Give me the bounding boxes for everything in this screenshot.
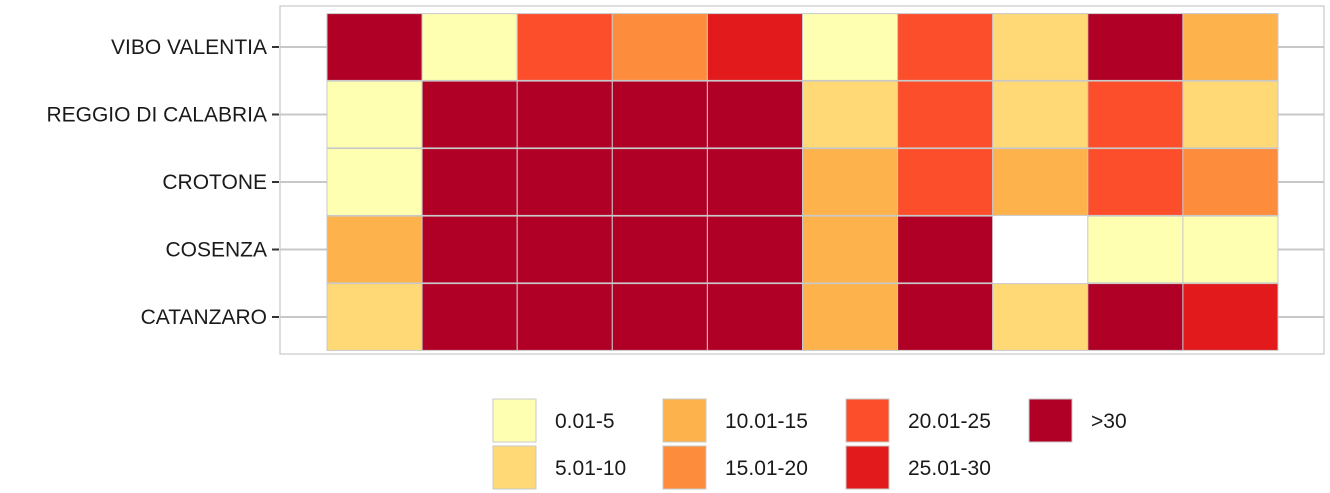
heatmap-cell xyxy=(897,80,994,149)
heatmap-cell xyxy=(897,148,994,216)
heatmap-cell xyxy=(992,13,1089,81)
legend-swatch xyxy=(662,398,707,443)
heatmap-cell xyxy=(611,283,708,351)
heatmap-cell xyxy=(421,80,518,149)
y-tick-label: VIBO VALENTIA xyxy=(111,36,267,59)
heatmap-cell xyxy=(326,80,423,149)
heatmap-cell xyxy=(326,215,423,284)
heatmap-cell xyxy=(897,215,994,284)
heatmap-cell xyxy=(706,148,804,216)
heatmap-cell xyxy=(1087,283,1184,351)
legend-label: 0.01-5 xyxy=(555,410,615,433)
heatmap-cell xyxy=(706,13,804,81)
heatmap-cell xyxy=(802,215,899,284)
heatmap-cell xyxy=(897,13,994,81)
heatmap-cell xyxy=(421,13,518,81)
heatmap-cell xyxy=(706,283,804,351)
heatmap-cell xyxy=(516,283,613,351)
heatmap-cell xyxy=(1182,283,1279,351)
heatmap-cell xyxy=(802,80,899,149)
heatmap-cell xyxy=(1087,148,1184,216)
heatmap-cell xyxy=(326,283,423,351)
heatmap-cell xyxy=(611,215,708,284)
legend-label: >30 xyxy=(1091,410,1127,433)
heatmap-cell xyxy=(992,216,1088,283)
legend-swatch xyxy=(492,445,537,490)
heatmap-cell xyxy=(1182,80,1279,149)
heatmap-cell xyxy=(802,283,899,351)
heatmap-cell xyxy=(516,80,613,149)
heatmap-cell xyxy=(1087,80,1184,149)
heatmap-cell xyxy=(326,148,423,216)
y-tick-label: REGGIO DI CALABRIA xyxy=(46,104,267,127)
legend-swatch xyxy=(845,398,890,443)
heatmap-cell xyxy=(1182,13,1279,81)
heatmap-cell xyxy=(516,13,613,81)
y-tick-label: CATANZARO xyxy=(141,306,267,329)
heatmap-cell xyxy=(611,13,708,81)
y-tick-label: CROTONE xyxy=(162,171,267,194)
heatmap-cell xyxy=(706,215,804,284)
heatmap-cell xyxy=(421,283,518,351)
heatmap-cell xyxy=(611,148,708,216)
y-axis: VIBO VALENTIA REGGIO DI CALABRIA CROTONE CO… xyxy=(46,36,279,329)
legend-swatch xyxy=(662,445,707,490)
y-tick-label: COSENZA xyxy=(165,239,267,262)
heatmap-cell xyxy=(421,148,518,216)
legend-label: 5.01-10 xyxy=(555,457,626,480)
heatmap-cell xyxy=(802,148,899,216)
heatmap-cell xyxy=(706,80,804,149)
heatmap-cell xyxy=(992,283,1089,351)
legend-swatch xyxy=(1028,398,1073,443)
heatmap-cell xyxy=(421,215,518,284)
legend-label: 10.01-15 xyxy=(725,410,808,433)
legend: 0.01-5 5.01-10 10.01-15 15.01-20 20.01-25 25.… xyxy=(492,398,1127,490)
heatmap-cell xyxy=(516,148,613,216)
heatmap-cell xyxy=(897,283,994,351)
legend-label: 25.01-30 xyxy=(908,457,991,480)
legend-swatch xyxy=(845,445,890,490)
heatmap-cell xyxy=(992,80,1089,149)
heatmap-cell xyxy=(1182,148,1279,216)
legend-swatch xyxy=(492,398,537,443)
heatmap-cell xyxy=(326,13,423,81)
heatmap-cell xyxy=(992,148,1089,216)
heatmap-cells xyxy=(326,13,1279,351)
heatmap-cell xyxy=(1087,215,1184,284)
legend-label: 20.01-25 xyxy=(908,410,991,433)
legend-label: 15.01-20 xyxy=(725,457,808,480)
heatmap-cell xyxy=(516,215,613,284)
heatmap-cell xyxy=(1182,215,1279,284)
heatmap-cell xyxy=(611,80,708,149)
heatmap-cell xyxy=(802,13,899,81)
heatmap-cell xyxy=(1087,13,1184,81)
